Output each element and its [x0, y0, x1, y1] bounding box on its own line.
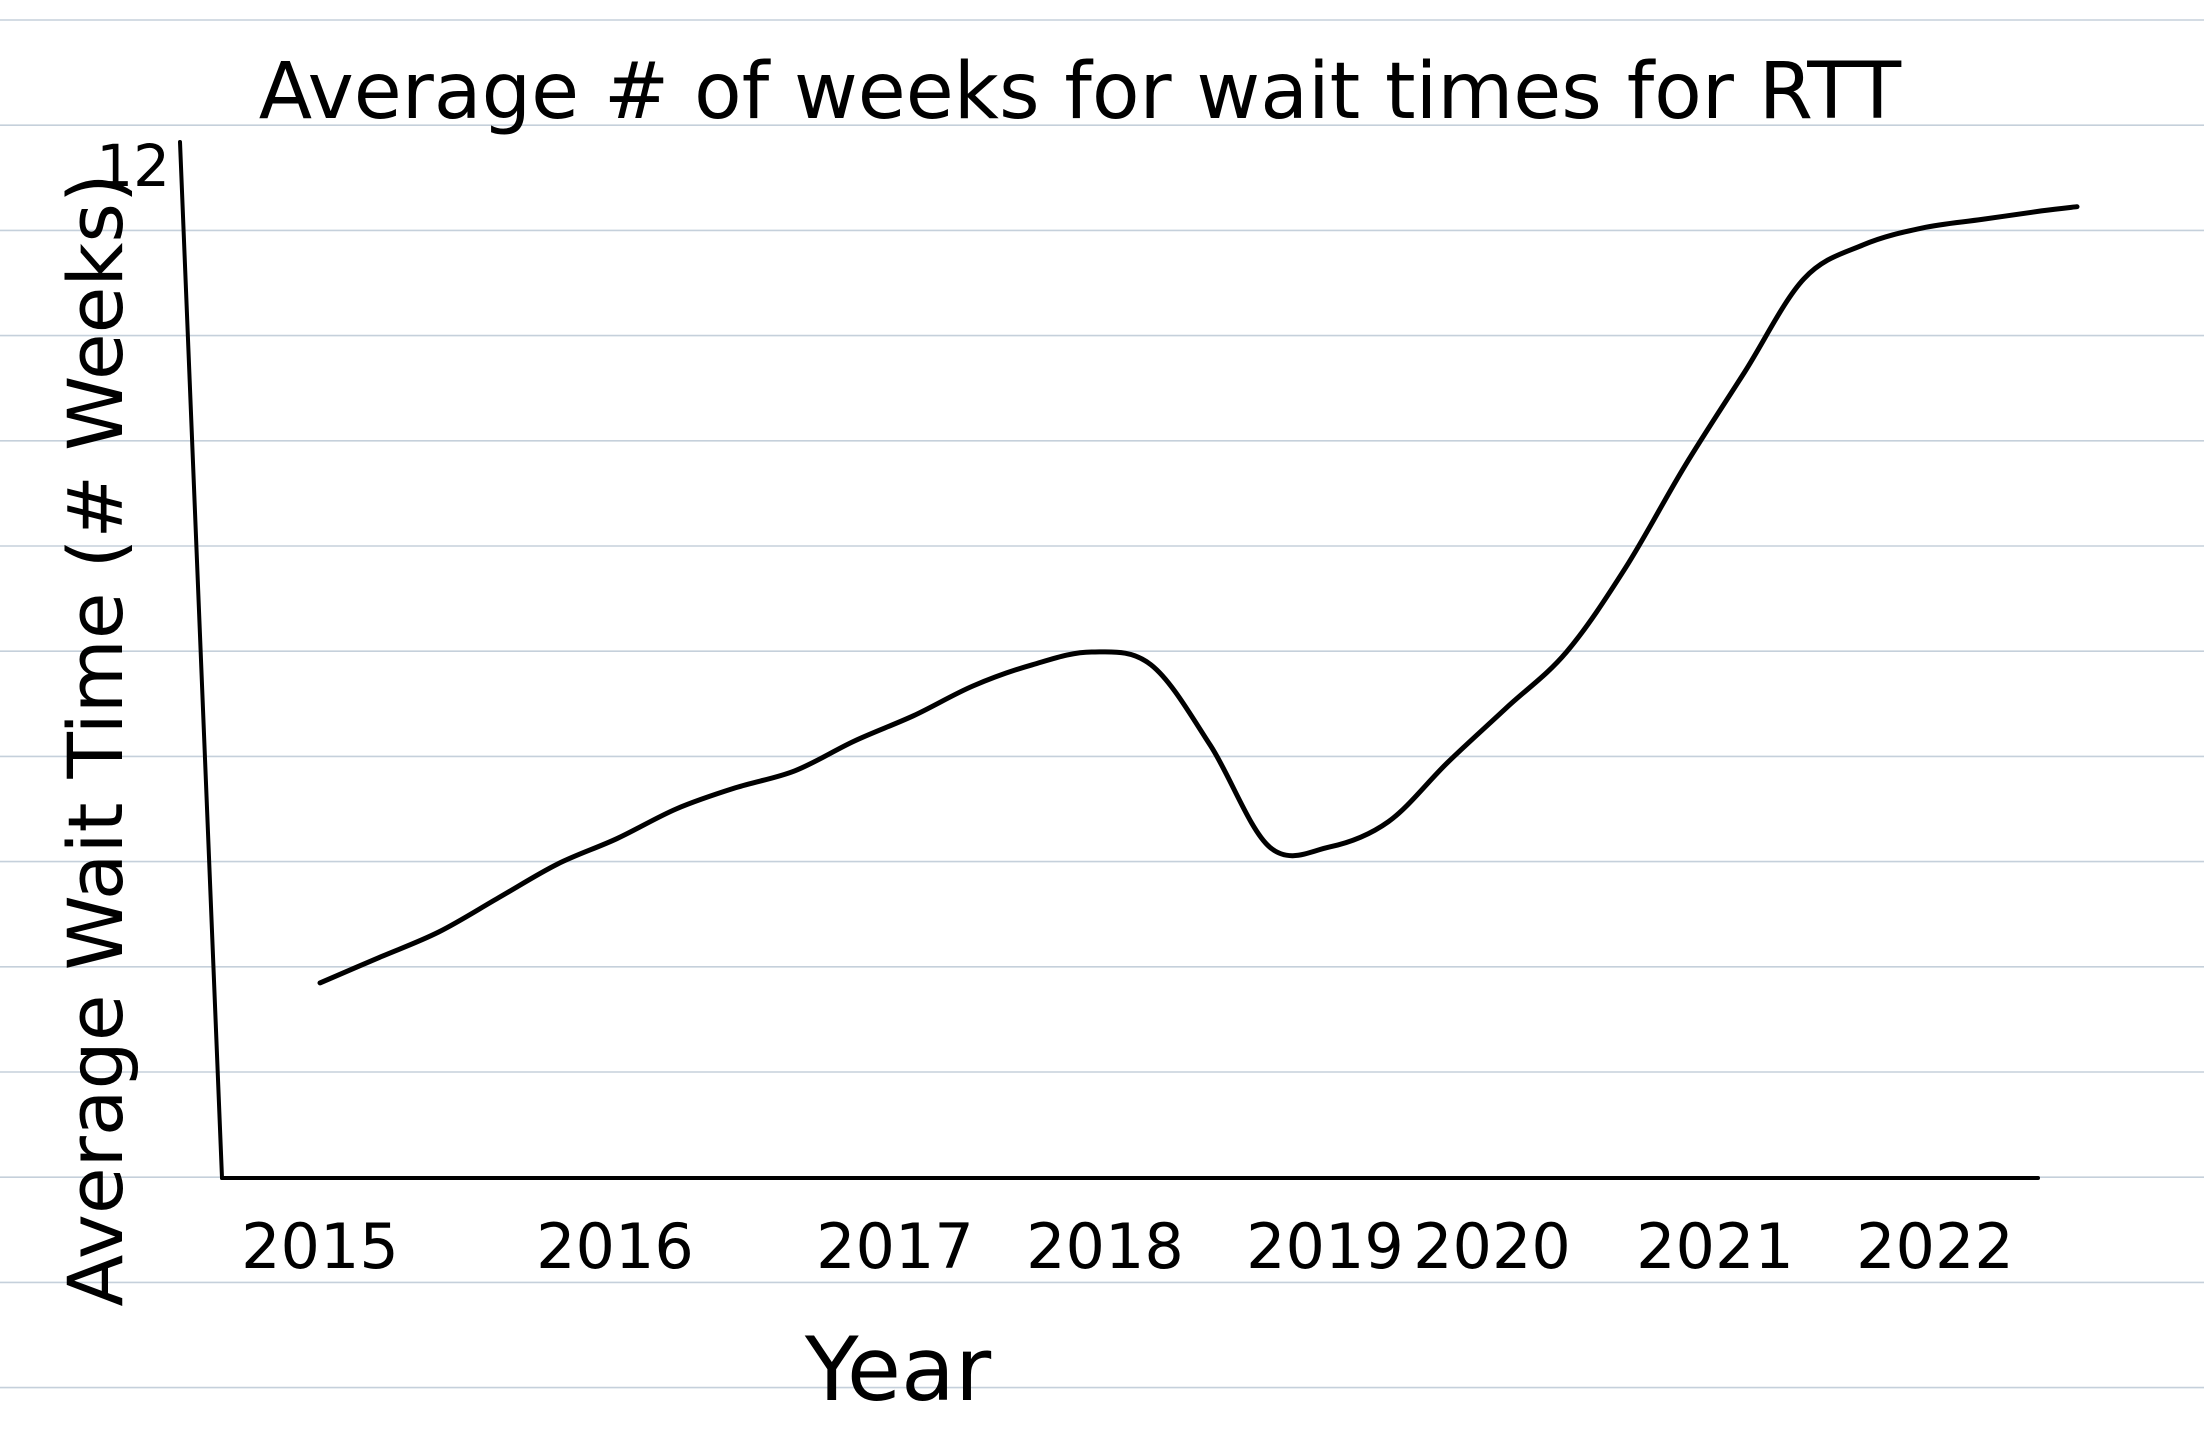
x-tick-label: 2022	[1856, 1210, 2014, 1283]
x-tick-label: 2016	[536, 1210, 694, 1283]
x-axis-label: Year	[804, 1318, 992, 1421]
y-tick-label: 12	[96, 132, 170, 200]
x-tick-label: 2021	[1636, 1210, 1794, 1283]
x-tick-label: 2018	[1026, 1210, 1184, 1283]
series-line	[317, 204, 2080, 986]
notebook-ruled-lines	[0, 19, 2204, 1389]
y-axis	[178, 140, 224, 1180]
y-axis-label: Average Wait Time (# Weeks)	[51, 173, 140, 1306]
x-tick-label: 2017	[816, 1210, 974, 1283]
x-tick-label: 2015	[241, 1210, 399, 1283]
x-tick-labels: 2015 2016 2017 2018 2019 2020 2021 2022	[241, 1210, 2014, 1283]
x-tick-label: 2019	[1246, 1210, 1404, 1283]
x-tick-label: 2020	[1413, 1210, 1571, 1283]
chart-title: Average # of weeks for wait times for RT…	[259, 47, 1902, 137]
